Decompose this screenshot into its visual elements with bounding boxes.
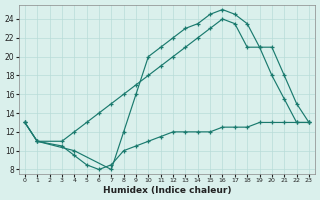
X-axis label: Humidex (Indice chaleur): Humidex (Indice chaleur) <box>103 186 231 195</box>
